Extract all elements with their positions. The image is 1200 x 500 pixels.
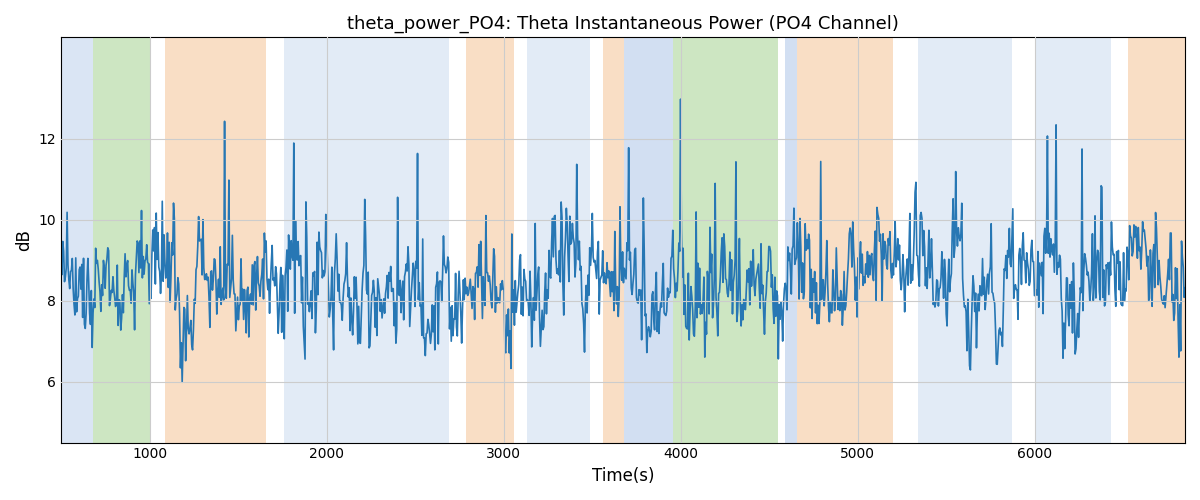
Bar <box>61 38 92 442</box>
Bar <box>1128 38 1186 442</box>
Bar <box>467 38 514 442</box>
Bar <box>673 38 778 442</box>
Bar <box>92 38 150 442</box>
Title: theta_power_PO4: Theta Instantaneous Power (PO4 Channel): theta_power_PO4: Theta Instantaneous Pow… <box>347 15 899 34</box>
Bar <box>166 38 266 442</box>
Y-axis label: dB: dB <box>14 229 34 251</box>
Bar <box>284 38 449 442</box>
X-axis label: Time(s): Time(s) <box>592 467 654 485</box>
Bar <box>602 38 624 442</box>
Bar <box>797 38 893 442</box>
Bar <box>918 38 1012 442</box>
Bar <box>624 38 673 442</box>
Bar <box>785 38 797 442</box>
Bar <box>1034 38 1111 442</box>
Bar <box>527 38 590 442</box>
